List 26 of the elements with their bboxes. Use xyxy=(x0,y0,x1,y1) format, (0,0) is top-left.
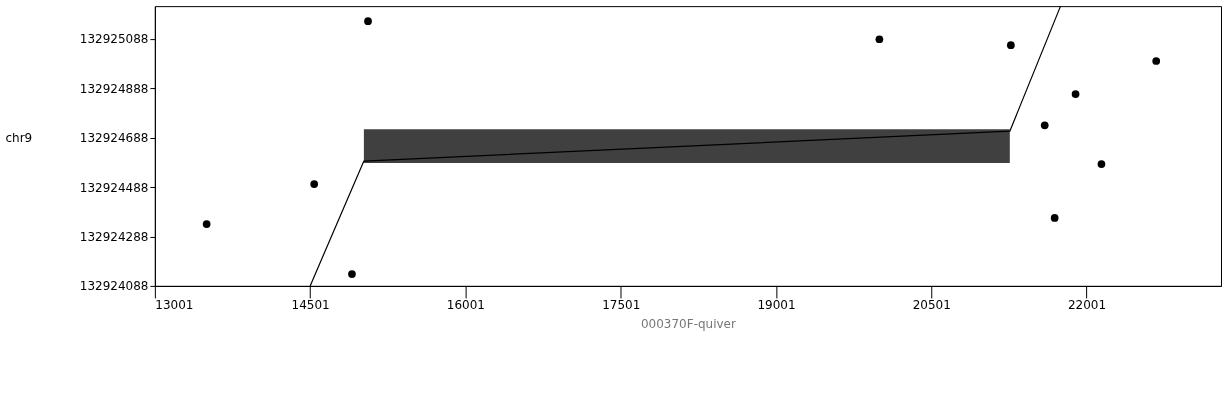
point xyxy=(1040,121,1049,130)
point xyxy=(1152,57,1161,65)
point xyxy=(1006,41,1015,50)
point xyxy=(1097,160,1106,168)
point xyxy=(364,17,372,26)
x-tick-label: 20501 xyxy=(912,298,951,313)
point xyxy=(875,35,884,44)
x-tick-label: 17501 xyxy=(602,298,641,313)
x-tick-label: 13001 xyxy=(155,298,194,313)
x-tick-label: 22001 xyxy=(1067,298,1107,313)
point xyxy=(310,180,319,188)
x-tick-label: 16001 xyxy=(446,298,485,313)
y-tick-label: 132924488 xyxy=(79,180,149,195)
point xyxy=(348,270,356,278)
y-tick-label: 132924088 xyxy=(79,279,149,294)
x-axis-title: 000370F-quiver xyxy=(640,317,736,332)
point xyxy=(1071,90,1080,98)
y-tick-label: 132924288 xyxy=(79,229,149,244)
y-tick-label: 132924688 xyxy=(79,131,149,146)
y-tick-label: 132924888 xyxy=(79,81,149,96)
x-tick-label: 14501 xyxy=(291,298,330,313)
x-tick-label: 19001 xyxy=(757,298,796,313)
point xyxy=(1050,214,1059,222)
point xyxy=(202,220,211,228)
y-tick-label: 132925088 xyxy=(79,32,149,47)
y-axis-title: chr9 xyxy=(5,130,33,145)
